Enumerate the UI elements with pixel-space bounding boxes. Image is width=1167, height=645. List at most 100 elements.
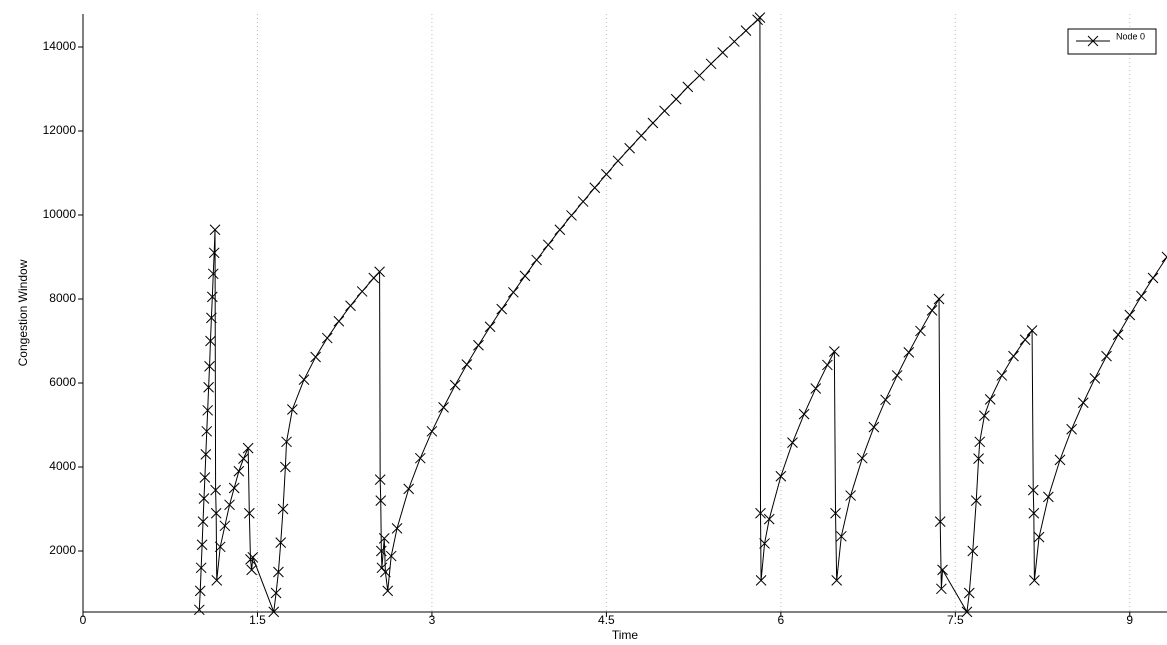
point-marker [277,503,289,515]
point-marker [754,12,766,23]
point-marker [193,604,205,616]
point-marker [891,370,903,381]
point-marker [1136,290,1147,302]
point-marker [601,168,612,180]
y-tick-label: 4000 [49,459,76,473]
point-marker [566,210,577,221]
point-marker [202,404,214,416]
point-marker [382,585,394,597]
point-marker [199,472,211,483]
point-marker [197,516,209,527]
point-marker [967,545,979,557]
point-marker [830,507,841,519]
point-marker [205,335,216,347]
point-marker [1147,272,1159,284]
point-marker [577,196,589,207]
point-marker [915,325,926,337]
point-marker [996,370,1008,381]
y-tick-label: 12000 [43,123,77,137]
point-marker [810,383,822,394]
point-marker [973,453,984,464]
point-marker [531,254,542,266]
point-marker [822,359,833,371]
point-marker [775,470,787,482]
point-marker [829,346,840,357]
point-marker [542,239,554,251]
point-marker [195,562,207,574]
point-marker [380,566,391,578]
point-marker [224,499,235,511]
point-marker [375,545,387,557]
point-marker [728,36,740,47]
point-marker [206,291,218,303]
point-marker [635,130,647,141]
point-marker [391,522,403,534]
point-marker [426,425,438,437]
point-marker [1027,484,1039,496]
point-marker [1077,397,1089,409]
point-marker [934,516,946,527]
point-marker [281,436,292,448]
point-marker [214,541,226,553]
point-marker [376,562,388,574]
point-marker [936,583,947,595]
point-marker [1029,575,1040,586]
point-marker [670,93,682,105]
point-marker [247,551,259,563]
x-tick-label: 3 [429,613,436,627]
point-marker [198,493,210,504]
point-marker [210,507,222,519]
point-marker [763,513,775,525]
point-marker [612,155,624,167]
x-tick-label: 6 [778,613,785,627]
point-marker [831,575,843,586]
point-marker [717,47,729,58]
point-marker [203,381,214,393]
point-marker [933,293,945,305]
point-marker [1054,454,1066,466]
y-tick-label: 2000 [49,543,76,557]
point-marker [903,347,915,358]
point-marker [1112,329,1124,341]
point-marker [209,224,221,236]
point-marker [484,321,496,333]
point-marker [200,449,212,460]
point-marker [243,507,255,519]
point-marker [310,351,321,363]
y-tick-label: 8000 [49,291,76,305]
point-marker [963,587,975,599]
point-marker [206,312,217,324]
point-marker [233,465,245,477]
point-marker [208,247,220,259]
point-marker [974,436,986,448]
point-marker [961,606,973,618]
point-marker [1101,350,1112,362]
point-marker [926,305,938,316]
x-tick-label: 9 [1126,613,1133,627]
point-marker [196,539,208,551]
point-marker [204,360,215,372]
point-marker [287,404,298,415]
point-marker [755,575,767,586]
point-marker [375,495,387,506]
point-marker [856,452,868,464]
point-marker [496,303,508,315]
point-marker [1028,507,1040,519]
point-marker [682,81,694,93]
x-tick-label: 0 [80,613,87,627]
point-marker [740,25,752,36]
point-marker [554,224,566,236]
point-marker [345,300,356,312]
point-marker [937,564,948,576]
point-marker [970,495,982,506]
point-marker [242,442,254,454]
series-line [198,16,1167,614]
point-marker [845,490,856,501]
point-marker [238,453,249,464]
point-marker [984,394,996,405]
point-marker [268,606,280,618]
point-marker [210,484,221,496]
point-marker [378,533,390,544]
point-marker [207,268,219,280]
point-marker [219,520,231,532]
